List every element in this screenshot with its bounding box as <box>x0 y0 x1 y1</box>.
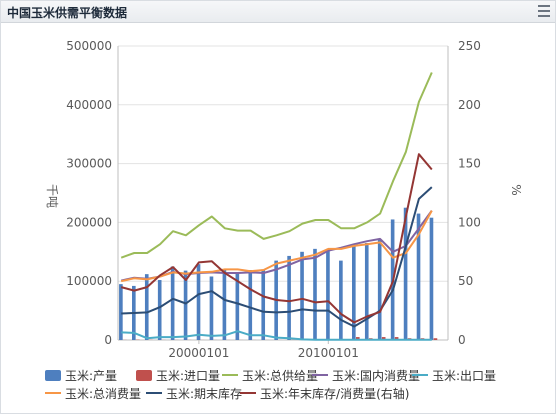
production-bar <box>403 207 408 340</box>
production-bar <box>144 274 149 340</box>
production-bar <box>287 255 291 340</box>
left-tick-label: 500000 <box>66 39 112 53</box>
legend-swatch <box>45 370 61 381</box>
panel-header: 中国玉米供需平衡数据 <box>1 1 555 23</box>
production-bar <box>157 280 162 340</box>
production-bar <box>248 270 253 340</box>
production-bar <box>170 266 175 340</box>
production-bar <box>313 248 317 340</box>
legend-label: 玉米:总消费量 <box>65 387 141 401</box>
production-bar <box>222 269 227 340</box>
import-bar <box>433 338 438 340</box>
production-bar <box>326 248 330 340</box>
legend-label: 玉米:国内消费量 <box>332 369 420 383</box>
production-bar <box>119 284 123 340</box>
import-bar <box>381 337 386 340</box>
production-bar <box>429 217 434 340</box>
right-tick-label: 0 <box>458 333 466 347</box>
legend-item: 玉米:总消费量 <box>45 387 141 401</box>
left-axis-title: 千吨 <box>45 184 59 208</box>
legend-item: 玉米:总供给量 <box>222 369 318 383</box>
left-tick-label: 400000 <box>66 98 112 112</box>
right-axis-title: % <box>509 184 523 195</box>
left-tick-label: 300000 <box>66 157 112 171</box>
legend-label: 玉米:出口量 <box>432 369 496 383</box>
legend-label: 玉米:进口量 <box>156 369 220 383</box>
legend-item: 玉米:产量 <box>45 369 117 383</box>
production-bar <box>416 213 421 340</box>
production-bar <box>352 245 356 340</box>
legend-item: 玉米:国内消费量 <box>312 369 420 383</box>
x-tick-label: 20100101 <box>298 346 359 360</box>
production-bar <box>364 242 369 340</box>
left-tick-label: 200000 <box>66 215 112 229</box>
import-bar <box>394 337 399 340</box>
production-bar <box>339 260 343 340</box>
production-bar <box>300 251 304 340</box>
left-tick-label: 100000 <box>66 274 112 288</box>
legend-label: 玉米:产量 <box>65 369 117 383</box>
total-consumption-line <box>120 210 433 283</box>
hamburger-menu-icon[interactable] <box>538 5 550 18</box>
production-bar <box>235 272 240 340</box>
production-bar <box>183 270 188 340</box>
x-tick-label: 20000101 <box>168 346 229 360</box>
right-tick-label: 150 <box>458 157 481 171</box>
legend-label: 玉米:年末库存/消费量(右轴) <box>260 386 409 401</box>
import-bar <box>355 337 360 340</box>
legend-label: 玉米:总供给量 <box>242 369 318 383</box>
right-tick-label: 50 <box>458 274 473 288</box>
production-bar <box>209 276 214 340</box>
export-line <box>121 330 432 341</box>
legend-swatch <box>136 370 152 381</box>
production-bar <box>261 269 266 340</box>
legend-label: 玉米:期末库存 <box>166 386 242 401</box>
right-tick-label: 100 <box>458 215 481 229</box>
legend-item: 玉米:进口量 <box>136 369 220 383</box>
panel-title: 中国玉米供需平衡数据 <box>7 6 128 20</box>
right-tick-label: 250 <box>458 39 481 53</box>
legend-item: 玉米:年末库存/消费量(右轴) <box>240 386 409 401</box>
production-bar <box>196 264 201 340</box>
right-tick-label: 200 <box>458 98 481 112</box>
stock-to-use-ratio-line <box>120 153 433 324</box>
production-bar <box>377 240 382 340</box>
left-tick-label: 0 <box>104 333 112 347</box>
legend-item: 玉米:期末库存 <box>146 386 242 401</box>
legend-item: 玉米:出口量 <box>412 369 496 383</box>
total-supply-line <box>120 72 433 259</box>
